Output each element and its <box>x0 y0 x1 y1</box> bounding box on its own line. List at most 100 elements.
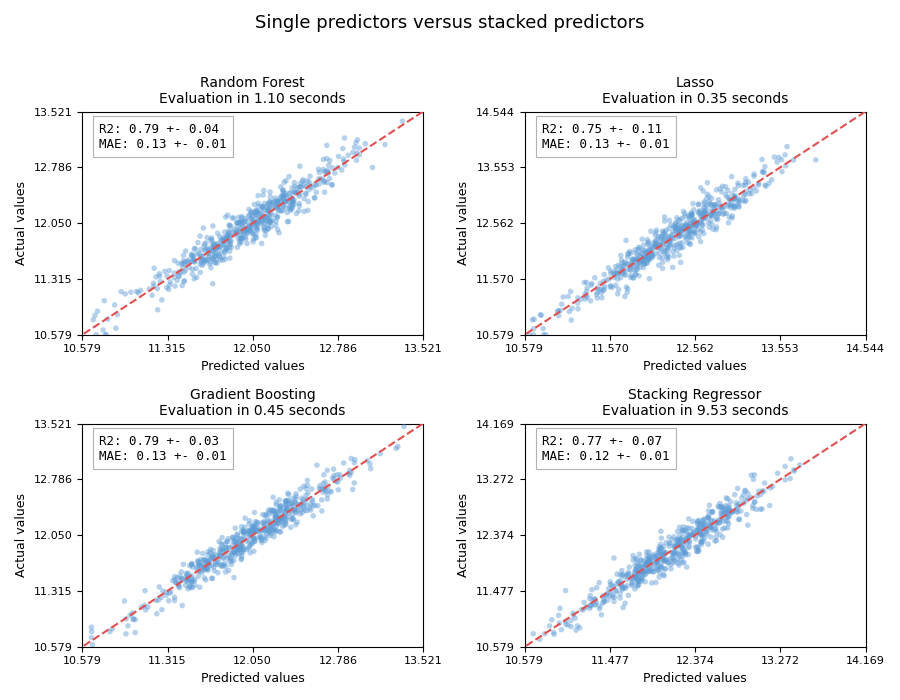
Point <box>296 500 310 512</box>
Point <box>85 622 99 633</box>
Point <box>232 238 247 249</box>
Point <box>550 306 564 317</box>
Point <box>175 280 189 291</box>
Point <box>300 494 314 505</box>
Point <box>321 160 336 171</box>
Point <box>193 560 207 571</box>
Point <box>750 491 764 502</box>
Point <box>680 216 694 228</box>
Point <box>222 230 237 241</box>
Point <box>642 237 656 248</box>
Point <box>279 519 293 530</box>
Point <box>256 202 270 214</box>
Point <box>676 539 690 550</box>
Point <box>583 295 598 307</box>
Point <box>285 193 300 204</box>
Point <box>236 547 250 558</box>
Point <box>138 600 152 611</box>
Point <box>656 553 670 564</box>
Point <box>724 202 738 214</box>
Point <box>240 224 255 235</box>
Point <box>625 572 639 583</box>
Point <box>416 106 430 117</box>
Point <box>228 547 242 559</box>
Point <box>642 546 656 557</box>
Point <box>667 548 681 559</box>
Point <box>240 526 255 538</box>
Point <box>626 554 641 566</box>
Point <box>654 559 669 570</box>
Point <box>269 520 284 531</box>
Point <box>240 228 255 239</box>
Point <box>641 254 655 265</box>
Point <box>191 237 205 248</box>
Point <box>672 539 687 550</box>
Point <box>260 211 274 222</box>
Point <box>218 538 232 550</box>
Point <box>626 256 641 267</box>
Point <box>634 257 648 268</box>
Point <box>708 199 723 210</box>
Point <box>234 522 248 533</box>
Point <box>741 493 755 504</box>
Point <box>238 232 253 243</box>
Point <box>661 231 675 242</box>
Point <box>237 526 251 537</box>
Point <box>654 562 669 573</box>
Point <box>242 204 256 215</box>
Point <box>583 599 598 610</box>
Point <box>212 551 227 562</box>
Point <box>678 208 692 219</box>
Point <box>291 187 305 198</box>
Point <box>629 565 643 576</box>
Point <box>691 544 706 555</box>
Point <box>299 181 313 193</box>
Point <box>202 558 216 569</box>
Point <box>597 593 611 604</box>
Point <box>727 193 742 204</box>
Point <box>722 511 736 522</box>
Point <box>184 559 199 570</box>
Point <box>590 293 605 304</box>
Point <box>194 251 208 262</box>
Point <box>727 192 742 203</box>
Point <box>275 521 290 532</box>
Point <box>274 500 288 512</box>
Point <box>264 515 278 526</box>
Point <box>709 531 724 542</box>
Point <box>258 510 273 522</box>
Point <box>234 553 248 564</box>
Point <box>275 190 290 201</box>
Point <box>277 511 292 522</box>
Point <box>289 508 303 519</box>
Point <box>642 554 656 566</box>
Point <box>274 514 288 525</box>
Point <box>682 530 697 541</box>
Point <box>787 155 801 166</box>
Point <box>686 198 700 209</box>
Point <box>139 604 153 615</box>
Point <box>174 267 188 279</box>
Point <box>692 515 706 526</box>
Point <box>277 176 292 188</box>
Point <box>631 559 645 570</box>
Point <box>672 522 687 533</box>
Point <box>623 246 637 257</box>
Point <box>230 218 245 229</box>
Point <box>232 548 247 559</box>
Point <box>650 556 664 568</box>
Point <box>673 225 688 236</box>
Point <box>554 624 569 636</box>
Point <box>687 214 701 225</box>
Point <box>680 529 695 540</box>
Point <box>648 230 662 241</box>
Point <box>152 268 166 279</box>
Point <box>614 260 628 272</box>
Point <box>289 519 303 531</box>
Point <box>244 206 258 217</box>
Point <box>249 229 264 240</box>
Point <box>615 267 629 279</box>
Point <box>301 480 315 491</box>
Point <box>288 188 302 199</box>
Point <box>254 206 268 218</box>
